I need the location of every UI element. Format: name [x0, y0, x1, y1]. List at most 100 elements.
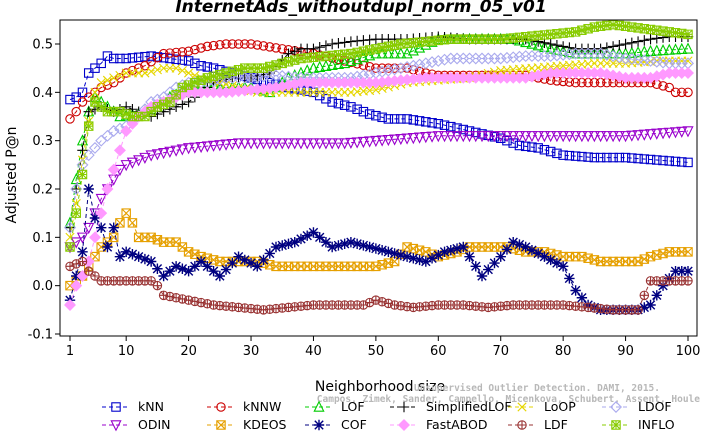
- data-point-knnw: [240, 39, 250, 49]
- data-point-simplifiedlof: [601, 42, 613, 53]
- data-point-ldf: [602, 304, 612, 314]
- data-point-fastabod: [95, 207, 108, 220]
- data-point-ldof: [557, 48, 570, 61]
- data-point-odin: [476, 131, 488, 143]
- data-point-cof: [539, 251, 550, 262]
- data-point-cof: [177, 263, 188, 274]
- x-tick-label: 100: [676, 344, 701, 359]
- data-point-cof: [289, 236, 300, 248]
- data-point-odin: [189, 142, 201, 154]
- x-tick-label: 50: [368, 344, 385, 359]
- data-point-ldf: [577, 302, 587, 312]
- data-point-knn: [639, 154, 650, 164]
- data-point-knn: [183, 56, 194, 66]
- data-point-ldof: [70, 183, 83, 195]
- data-point-knn: [371, 110, 381, 121]
- data-point-knnw: [177, 47, 188, 57]
- data-point-odin: [139, 152, 151, 165]
- data-point-kdeos: [171, 237, 181, 247]
- data-point-knnw: [271, 43, 281, 53]
- data-point-fastabod: [107, 163, 120, 176]
- data-point-odin: [151, 149, 163, 161]
- data-point-knn: [165, 53, 175, 64]
- data-point-odin: [326, 138, 338, 150]
- data-point-ldf: [277, 303, 287, 313]
- data-point-knn: [439, 120, 450, 130]
- data-point-odin: [207, 140, 220, 152]
- data-point-inflo: [358, 46, 369, 56]
- data-point-odin: [495, 131, 507, 143]
- data-point-cof: [576, 292, 588, 303]
- data-point-ldf: [595, 303, 606, 314]
- data-point-cof: [414, 254, 425, 266]
- data-point-knnw: [115, 73, 125, 83]
- legend-item-ldf: LDF: [508, 417, 568, 432]
- data-point-cof: [108, 222, 119, 233]
- data-point-ldf: [90, 271, 100, 281]
- data-point-knn: [570, 151, 581, 161]
- data-point-loop: [152, 65, 162, 75]
- data-point-lof: [314, 60, 326, 72]
- x-axis-label: Neighborhood size: [315, 379, 445, 395]
- data-point-odin: [76, 232, 89, 244]
- data-point-inflo: [265, 61, 275, 72]
- data-point-ldf: [639, 290, 650, 301]
- data-point-ldf: [171, 293, 181, 303]
- data-point-ldf: [414, 302, 425, 312]
- data-point-cof: [651, 290, 662, 301]
- legend-item-kdeos: KDEOS: [207, 417, 287, 432]
- data-point-ldof: [107, 125, 120, 137]
- data-point-inflo: [408, 38, 419, 48]
- data-point-odin: [357, 136, 369, 149]
- data-point-odin: [126, 157, 139, 169]
- data-point-ldf: [371, 295, 381, 305]
- data-point-cof: [71, 270, 82, 282]
- data-point-kdeos: [127, 218, 138, 228]
- data-point-fastabod: [113, 144, 126, 157]
- data-point-ldof: [394, 62, 407, 75]
- data-point-odin: [582, 131, 594, 143]
- data-point-ldf: [227, 302, 238, 312]
- data-point-cof: [302, 230, 313, 241]
- data-point-odin: [676, 126, 688, 138]
- data-point-ldf: [289, 302, 300, 312]
- data-point-knn: [602, 152, 612, 163]
- data-point-ldf: [402, 301, 412, 312]
- data-point-inflo: [208, 71, 219, 81]
- data-point-odin: [389, 134, 401, 146]
- data-point-cof: [145, 256, 157, 267]
- legend-marker-fastabod: [398, 419, 410, 431]
- data-point-cof: [408, 253, 419, 264]
- data-point-cof: [639, 302, 650, 313]
- data-point-knnw: [664, 82, 675, 93]
- data-point-cof: [645, 299, 656, 311]
- data-point-ldf: [283, 302, 294, 313]
- data-point-odin: [563, 131, 575, 143]
- data-point-inflo: [527, 31, 537, 41]
- data-point-kdeos: [177, 242, 188, 252]
- data-point-inflo: [670, 27, 681, 38]
- legend-item-fastabod: FastABOD: [390, 417, 488, 432]
- data-point-knn: [633, 153, 643, 164]
- data-point-odin: [526, 131, 538, 143]
- y-tick-label: 0.5: [32, 38, 53, 53]
- data-point-odin: [657, 128, 669, 140]
- data-point-lof: [76, 134, 89, 146]
- data-point-odin: [395, 133, 407, 146]
- data-point-knn: [458, 124, 469, 135]
- data-point-inflo: [364, 45, 375, 55]
- data-point-knn: [77, 87, 88, 98]
- data-point-inflo: [277, 58, 287, 69]
- data-point-knn: [108, 53, 119, 64]
- data-point-inflo: [346, 48, 356, 59]
- data-point-inflo: [314, 51, 325, 62]
- data-point-inflo: [71, 208, 81, 218]
- data-point-odin: [470, 131, 482, 143]
- legend-label-odin: ODIN: [138, 417, 171, 432]
- data-point-ldf: [215, 300, 225, 311]
- data-point-ldof: [438, 53, 451, 66]
- data-point-knn: [527, 142, 537, 152]
- data-point-cof: [195, 256, 207, 267]
- data-point-inflo: [533, 30, 543, 41]
- data-point-knn: [627, 153, 637, 163]
